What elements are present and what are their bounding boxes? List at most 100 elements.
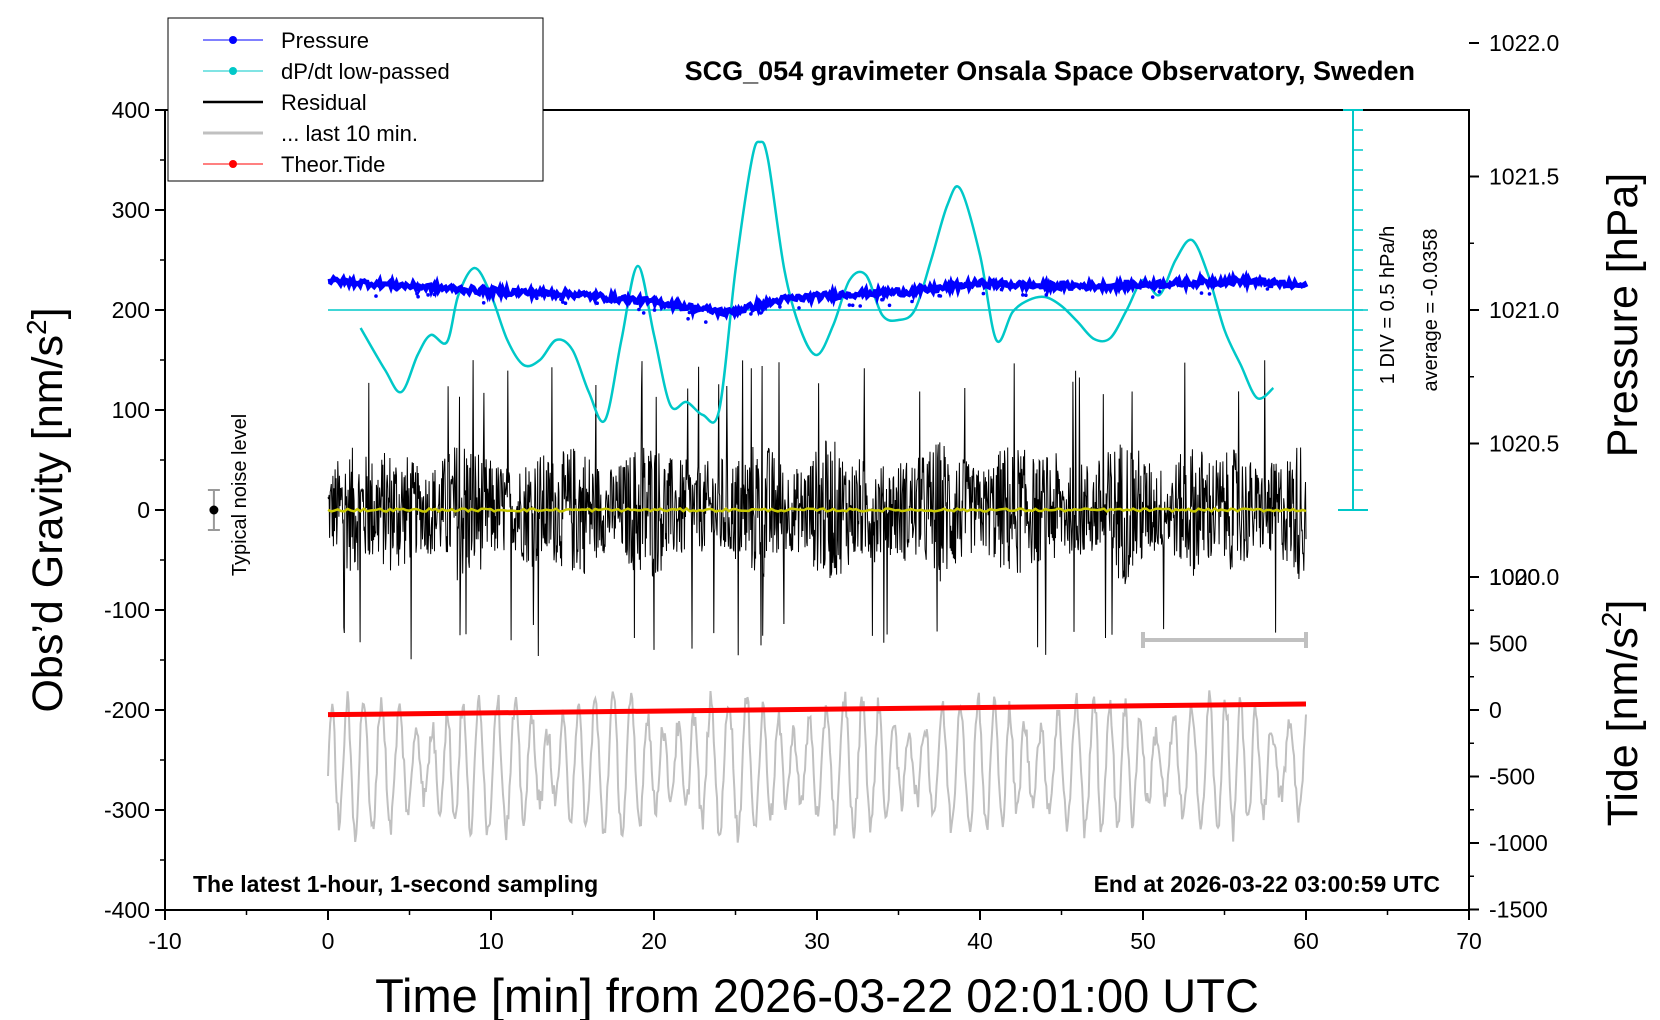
tide-tick-label: -1000 [1489, 830, 1548, 856]
pressure-outlier-dot [1265, 287, 1270, 291]
pressure-outlier-dot [374, 294, 378, 298]
residual-line [327, 360, 1307, 660]
y-axis-left: 400 300 200 100 0 -100 -200 -300 -400 [104, 97, 165, 923]
pressure-outlier-dot [858, 304, 862, 308]
pressure-outlier-dot [887, 303, 892, 308]
last-10-min-series [327, 690, 1307, 843]
legend-dot [229, 36, 237, 44]
pressure-outlier-dot [1199, 291, 1204, 295]
legend-item: dP/dt low-passed [203, 59, 450, 84]
last-10-min-line [327, 690, 1307, 843]
pressure-outlier-dot [749, 312, 753, 316]
pressure-outlier-dot [797, 306, 801, 310]
y-tick-label: -200 [104, 697, 150, 723]
legend-label: dP/dt low-passed [281, 59, 450, 84]
y-axis-pressure-title: Pressure [hPa] [1599, 173, 1647, 457]
pressure-outlier-dot [563, 301, 568, 306]
pressure-tick-label: 1020.0 [1489, 564, 1559, 590]
pressure-outlier-dot [559, 297, 563, 302]
pressure-outlier-dot [761, 307, 765, 312]
end-time-note: End at 2026-03-22 03:00:59 UTC [1094, 871, 1440, 897]
y-tick-label: 200 [112, 297, 150, 323]
y-tick-label: 100 [112, 397, 150, 423]
y-axis-tide-title: Tide [nm/s2] [1596, 600, 1647, 827]
y-axis-tide: 1000 500 0 -500 -1000 -1500 [1469, 564, 1548, 923]
pressure-outlier-dot [481, 301, 486, 305]
y-axis-pressure: 1022.0 1021.5 1021.0 1020.5 1020.0 [1469, 30, 1559, 590]
pressure-tick-label: 1020.5 [1489, 431, 1559, 457]
theor-tide-series [327, 701, 1307, 718]
tide-tick-label: -1500 [1489, 897, 1548, 923]
pressure-outlier-dot [641, 311, 646, 315]
pressure-tick-label: 1021.5 [1489, 164, 1559, 190]
tide-tick-label: 0 [1489, 697, 1502, 723]
x-tick-label: -10 [148, 928, 181, 954]
x-axis-title: Time [min] from 2026-03-22 02:01:00 UTC [375, 969, 1259, 1020]
legend-item: ... last 10 min. [203, 121, 418, 146]
pressure-outlier-dot [847, 303, 852, 307]
x-tick-label: 60 [1293, 928, 1319, 954]
pressure-outlier-dot [1150, 295, 1155, 299]
y-tick-label: 400 [112, 97, 150, 123]
sampling-note: The latest 1-hour, 1-second sampling [193, 871, 598, 897]
tide-tick-label: -500 [1489, 764, 1535, 790]
x-tick-label: 70 [1456, 928, 1482, 954]
x-axis: -10 0 10 20 30 40 50 60 70 [148, 910, 1482, 954]
pressure-outlier-dot [561, 300, 565, 304]
legend: Pressure dP/dt low-passed Residual ... last… [167, 17, 544, 182]
dpdt-series [328, 140, 1368, 424]
pressure-outlier-dot [535, 296, 539, 301]
legend-dot [229, 67, 237, 75]
x-tick-label: 10 [478, 928, 504, 954]
legend-item: Pressure [203, 28, 369, 53]
pressure-outlier-dot [426, 293, 430, 297]
average-label: average = -0.0358 [1420, 229, 1442, 392]
pressure-tick-label: 1022.0 [1489, 30, 1559, 56]
pressure-outlier-dot [850, 303, 855, 308]
pressure-outlier-dot [1207, 292, 1212, 296]
pressure-outlier-dot [981, 291, 986, 296]
x-tick-label: 30 [804, 928, 830, 954]
chart-title: SCG_054 gravimeter Onsala Space Observat… [685, 56, 1415, 86]
pressure-line [327, 269, 1309, 322]
tide-tick-label: 500 [1489, 631, 1527, 657]
pressure-outlier-dot [758, 311, 763, 315]
legend-item: Theor.Tide [203, 152, 385, 177]
x-tick-label: 40 [967, 928, 993, 954]
noise-dot [209, 505, 219, 515]
pressure-outlier-dot [1024, 293, 1028, 298]
pressure-series [327, 269, 1309, 324]
pressure-outlier-dot [432, 292, 437, 297]
pressure-outlier-dot [704, 320, 708, 324]
pressure-outlier-dot [778, 305, 782, 309]
legend-item: Residual [203, 90, 367, 115]
y-tick-label: -100 [104, 597, 150, 623]
pressure-outlier-dot [686, 317, 690, 321]
x-tick-label: 20 [641, 928, 667, 954]
y-tick-label: -400 [104, 897, 150, 923]
div-label: 1 DIV = 0.5 hPa/h [1377, 226, 1399, 384]
pressure-outlier-dot [880, 297, 884, 302]
tide-tick-label: 1000 [1489, 564, 1540, 590]
pressure-outlier-dot [1021, 293, 1025, 297]
legend-dot [229, 160, 237, 168]
last-10-min-scalebar [1141, 632, 1308, 648]
y-tick-label: 300 [112, 197, 150, 223]
pressure-outlier-dot [595, 301, 599, 306]
pressure-outlier-dot [652, 308, 657, 312]
pressure-outlier-dot [937, 293, 941, 298]
y-tick-label: -300 [104, 797, 150, 823]
residual-series [327, 360, 1307, 660]
pressure-outlier-dot [637, 307, 641, 312]
theor-tide-line [327, 701, 1307, 718]
legend-label: Residual [281, 90, 367, 115]
x-tick-label: 0 [322, 928, 335, 954]
residual-lowpassed-line [327, 506, 1307, 514]
noise-level-label: Typical noise level [229, 414, 251, 576]
dpdt-scale-ruler [1338, 109, 1368, 511]
pressure-outlier-dot [1157, 289, 1162, 294]
pressure-outlier-dot [416, 294, 420, 299]
y-tick-label: 0 [137, 497, 150, 523]
legend-box [167, 17, 544, 182]
